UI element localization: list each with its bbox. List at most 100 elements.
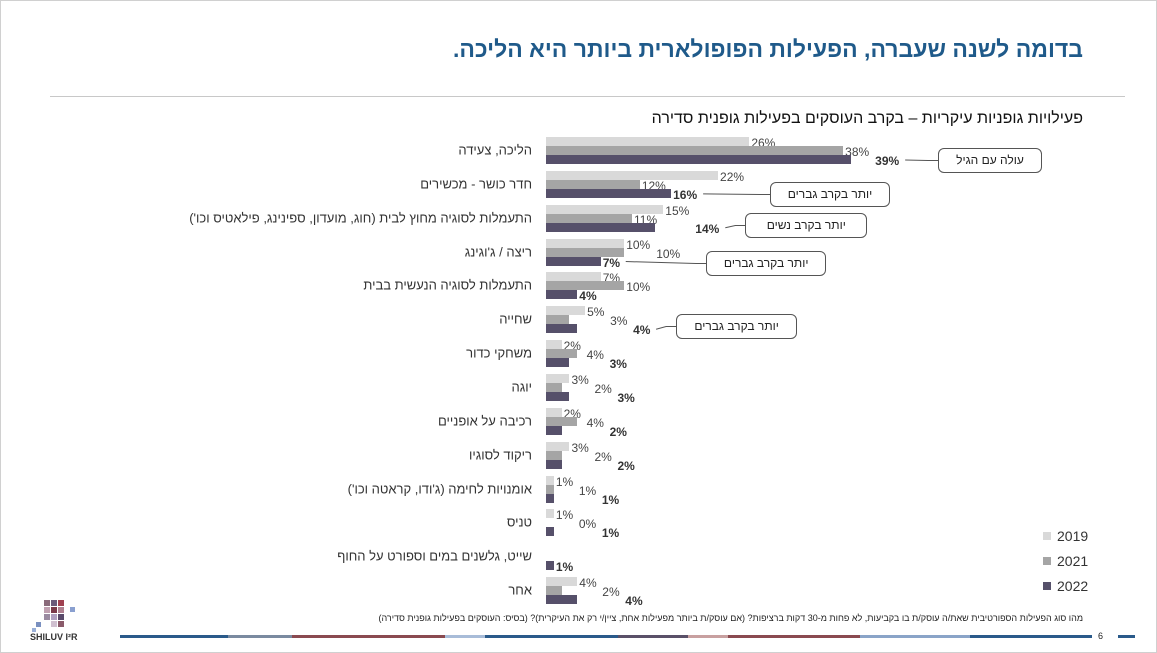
- bar-2021: [546, 146, 844, 155]
- data-label-2022: 2%: [617, 458, 635, 473]
- legend-swatch: [1043, 582, 1051, 590]
- data-label-2022: 7%: [602, 255, 621, 270]
- bar-2022: [546, 493, 554, 503]
- callout-pointer: [703, 193, 771, 195]
- bar-2019: [546, 306, 586, 316]
- data-label-2019: 15%: [665, 203, 690, 218]
- bar-2021: [546, 450, 562, 460]
- data-label-2019: 22%: [720, 169, 745, 184]
- bar-2022: [546, 459, 562, 469]
- data-label-2022: 4%: [579, 289, 597, 304]
- data-label-2021: 2%: [594, 449, 612, 464]
- callout-pointer: [655, 326, 677, 330]
- footer-segment: [970, 635, 1092, 638]
- footer-segment: [292, 635, 445, 638]
- category-label: חדר כושר - מכשירים: [420, 176, 532, 192]
- data-label-2021: 10%: [626, 280, 651, 295]
- annotation-callout: יותר בקרב גברים: [706, 251, 827, 276]
- bar-2019: [546, 340, 562, 350]
- data-label-2022: 3%: [617, 390, 635, 405]
- category-label: אחר: [508, 582, 532, 598]
- legend-label: 2022: [1057, 578, 1089, 594]
- bar-2019: [546, 272, 601, 282]
- bar-2021: [546, 382, 562, 392]
- bar-2019: [546, 137, 750, 146]
- bar-2019: [546, 509, 554, 519]
- data-label-2021: 38%: [845, 145, 870, 159]
- category-label: הליכה, צעידה: [458, 142, 532, 158]
- logo-text: SHILUV I²R: [30, 632, 78, 642]
- data-label-2021: 3%: [610, 314, 628, 329]
- category-label: יוגה: [511, 379, 533, 395]
- data-label-2019: 5%: [587, 305, 605, 320]
- footnote: מהו סוג הפעילות הספורטיבית שאת/ה עוסק/ת …: [378, 613, 1083, 623]
- slide-title: בדומה לשנה שעברה, הפעילות הפופולארית ביו…: [452, 36, 1083, 62]
- data-label-2022: 4%: [625, 594, 643, 609]
- title-divider: [50, 96, 1125, 97]
- bar-2021: [546, 247, 625, 257]
- category-label: התעמלות לסוגיה מחוץ לבית (חוג, מועדון, ס…: [189, 210, 532, 226]
- category-label: התעמלות לסוגיה הנעשית בבית: [363, 277, 532, 293]
- footer-segment: [445, 635, 485, 638]
- data-label-2022: 3%: [609, 357, 627, 372]
- category-label: טניס: [506, 514, 532, 530]
- category-label: שייט, גלשנים במים וספורט על החוף: [337, 548, 532, 564]
- bar-2019: [546, 577, 578, 587]
- footer-segment: [618, 635, 688, 638]
- data-label-2021: 1%: [578, 483, 597, 498]
- annotation-callout: יותר בקרב גברים: [770, 182, 891, 207]
- data-label-2021: 0%: [578, 517, 597, 532]
- bar-2019: [546, 170, 719, 180]
- chart-title: פעילויות גופניות עיקריות – בקרב העוסקים …: [651, 110, 1083, 127]
- data-label-2021: 2%: [602, 585, 620, 600]
- bar-2021: [546, 179, 640, 189]
- data-label-2019: 1%: [555, 474, 574, 489]
- bar-2022: [546, 324, 578, 334]
- category-label: ריקוד לסוגיו: [469, 447, 532, 463]
- footer-segment: [688, 635, 728, 638]
- data-label-2019: 4%: [579, 576, 597, 591]
- bar-2022: [546, 188, 672, 198]
- bar-2021: [546, 315, 570, 325]
- bar-2019: [546, 475, 554, 485]
- data-label-2022: 39%: [875, 154, 900, 168]
- data-label-2019: 10%: [626, 237, 651, 252]
- data-label-2022: 4%: [633, 323, 651, 338]
- bar-2021: [546, 416, 578, 426]
- bar-2021: [546, 213, 633, 223]
- bar-2022: [546, 256, 601, 266]
- bar-2019: [546, 373, 570, 383]
- footer-segment: [228, 635, 292, 638]
- annotation-callout: יותר בקרב נשים: [745, 213, 868, 238]
- bar-2022: [546, 391, 570, 401]
- category-label: ריצה / ג'וגינג: [464, 244, 532, 260]
- footer-segment: [1118, 635, 1135, 638]
- page-number: 6: [1098, 631, 1104, 641]
- bar-2021: [546, 484, 554, 494]
- bar-2022: [546, 425, 562, 435]
- data-label-2022: 1%: [601, 492, 620, 507]
- callout-pointer: [725, 225, 746, 229]
- data-label-2022: 16%: [673, 187, 698, 202]
- category-label: משחקי כדור: [466, 345, 532, 361]
- data-label-2022: 2%: [609, 424, 627, 439]
- bar-2022: [546, 290, 578, 300]
- bar-2021: [546, 586, 562, 596]
- category-label: אומנויות לחימה (ג'ודו, קראטה וכו'): [347, 481, 532, 496]
- legend-swatch: [1043, 532, 1051, 540]
- bar-2022: [546, 595, 578, 605]
- data-label-2019: 3%: [571, 440, 589, 455]
- footer-segment: [120, 635, 228, 638]
- footer-segment: [728, 635, 860, 638]
- footer-segment: [485, 635, 618, 638]
- data-label-2021: 4%: [586, 415, 604, 430]
- legend-swatch: [1043, 557, 1051, 565]
- footer-segment: [860, 635, 970, 638]
- bar-2021: [546, 281, 625, 291]
- bar-2019: [546, 407, 562, 417]
- legend-item-2022: 2022: [1043, 578, 1088, 594]
- annotation-callout: יותר בקרב גברים: [676, 314, 798, 339]
- bar-2022: [546, 358, 570, 368]
- data-label-2022: 1%: [555, 560, 574, 575]
